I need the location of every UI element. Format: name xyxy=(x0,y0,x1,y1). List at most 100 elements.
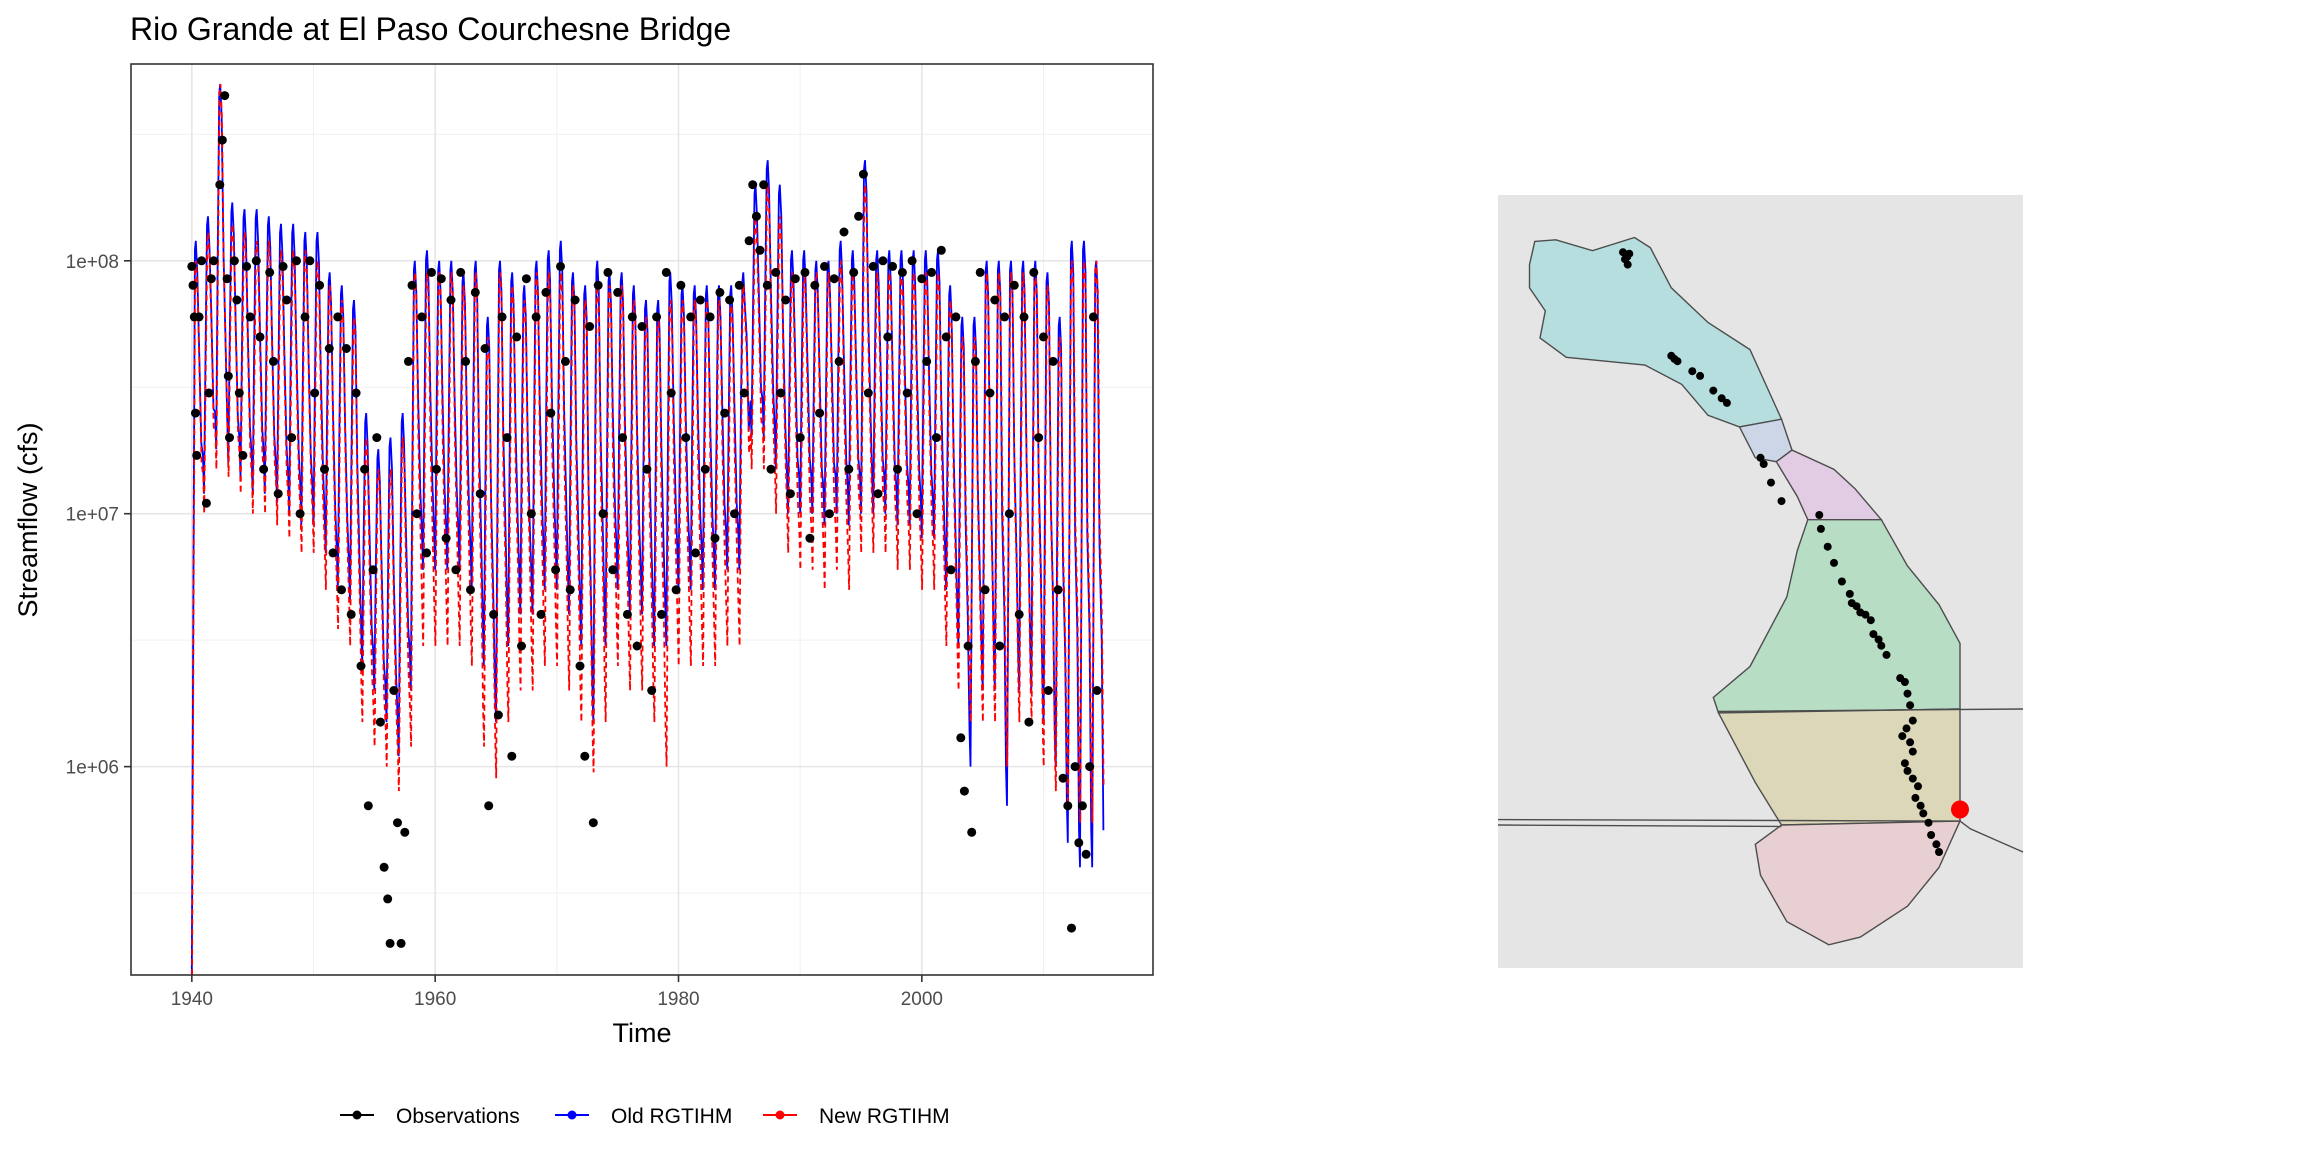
observation-point xyxy=(556,261,565,271)
observation-point xyxy=(632,641,642,651)
observation-point xyxy=(451,565,461,575)
observation-point xyxy=(1070,762,1080,772)
observation-point xyxy=(400,827,410,837)
observation-point xyxy=(222,274,232,284)
observation-point xyxy=(710,533,720,543)
y-tick-label: 1e+06 xyxy=(66,758,119,779)
observation-point xyxy=(854,211,864,221)
observation-point xyxy=(383,894,393,904)
observation-point xyxy=(820,261,829,271)
map-boundary-line xyxy=(1497,818,2024,853)
legend-key-point xyxy=(775,1110,785,1120)
observation-point xyxy=(834,356,844,366)
plot-panel xyxy=(131,64,1153,975)
observation-point xyxy=(931,433,941,443)
observation-point xyxy=(1000,312,1010,322)
observation-point xyxy=(627,312,637,322)
observation-point xyxy=(661,267,671,277)
observation-point xyxy=(956,733,966,743)
observation-point xyxy=(883,332,893,342)
observation-point xyxy=(652,312,662,322)
observation-point xyxy=(446,295,456,305)
map-site xyxy=(1927,831,1936,839)
observation-point xyxy=(790,274,800,284)
observation-point xyxy=(526,509,536,519)
observation-point xyxy=(622,609,632,619)
observation-point xyxy=(676,280,686,290)
legend-label: New RGTIHM xyxy=(819,1105,950,1128)
observation-point xyxy=(188,280,198,290)
observation-point xyxy=(776,388,786,398)
map-site xyxy=(1932,840,1941,849)
observation-point xyxy=(1048,356,1058,366)
observation-point xyxy=(360,464,370,474)
observation-point xyxy=(1014,609,1024,619)
observation-point xyxy=(225,433,234,443)
observation-point xyxy=(1009,280,1019,290)
observation-point xyxy=(422,548,432,558)
observation-point xyxy=(1024,717,1034,727)
y-tick-label: 1e+07 xyxy=(66,505,119,526)
legend-item: Old RGTIHM xyxy=(555,1105,732,1128)
plot-panel-border xyxy=(130,63,1154,976)
map-site xyxy=(1837,577,1846,586)
observation-point xyxy=(985,388,995,398)
observation-point xyxy=(593,280,603,290)
legend-item: New RGTIHM xyxy=(763,1105,950,1128)
observation-point xyxy=(691,548,700,558)
map-site xyxy=(1815,511,1824,519)
map-site xyxy=(1623,260,1632,269)
observation-point xyxy=(475,489,485,499)
observation-point xyxy=(585,322,595,331)
observation-point xyxy=(946,565,956,575)
observation-point xyxy=(206,274,216,284)
map-site xyxy=(1717,394,1726,403)
observation-point xyxy=(671,585,681,595)
map-site xyxy=(1919,809,1928,818)
observation-point xyxy=(858,169,868,179)
map-site xyxy=(1900,678,1909,686)
map-site xyxy=(1673,357,1682,366)
observation-point xyxy=(781,295,791,305)
observation-point xyxy=(1043,686,1053,695)
map-site xyxy=(1911,793,1920,802)
map-site xyxy=(1900,759,1909,768)
observation-point xyxy=(192,450,202,460)
observation-point xyxy=(333,312,343,322)
observation-point xyxy=(551,565,561,575)
observation-point xyxy=(967,827,977,837)
map-site xyxy=(1756,453,1765,462)
observation-point xyxy=(815,408,825,418)
observation-point xyxy=(546,408,556,418)
observation-point xyxy=(810,280,820,290)
map-site xyxy=(1816,524,1825,533)
observation-point xyxy=(598,509,608,519)
map-site xyxy=(1722,398,1731,407)
selected-gauge-site xyxy=(1951,800,1969,819)
observation-point xyxy=(238,450,248,460)
observation-point xyxy=(215,180,225,190)
observation-point xyxy=(795,433,805,443)
observation-point xyxy=(375,717,385,727)
map-site xyxy=(1935,848,1943,856)
legend-label: Old RGTIHM xyxy=(611,1105,732,1128)
map-site xyxy=(1866,616,1875,625)
observation-point xyxy=(744,236,754,246)
observation-point xyxy=(844,464,854,474)
x-tick-label: 1940 xyxy=(171,989,213,1010)
observation-point xyxy=(863,388,873,398)
observation-point xyxy=(927,267,937,277)
observation-point xyxy=(521,274,531,284)
observation-point xyxy=(484,801,494,811)
observation-point xyxy=(681,433,691,443)
observation-point xyxy=(351,388,361,398)
observation-points xyxy=(187,91,1102,948)
observation-point xyxy=(489,609,499,619)
legend-item: Observations xyxy=(340,1105,520,1128)
observation-point xyxy=(580,751,590,761)
observation-point xyxy=(730,509,739,519)
observation-point xyxy=(695,295,705,305)
map-site xyxy=(1777,497,1786,506)
observation-point xyxy=(759,180,769,190)
observation-point xyxy=(705,312,715,322)
